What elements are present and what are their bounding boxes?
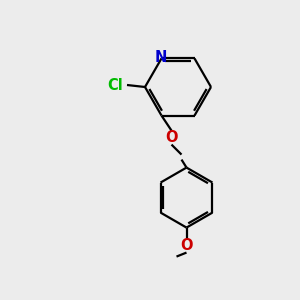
Text: O: O (180, 238, 193, 253)
Text: O: O (165, 130, 178, 145)
Text: N: N (154, 50, 167, 65)
Text: Cl: Cl (107, 77, 123, 92)
